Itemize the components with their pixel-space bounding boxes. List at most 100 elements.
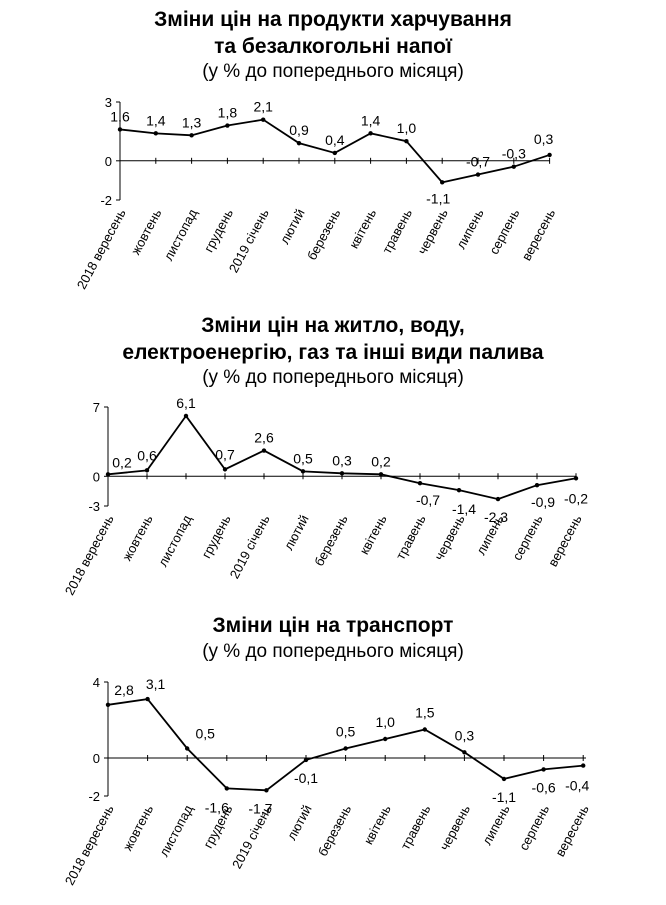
x-category-label: жовтень bbox=[120, 802, 157, 853]
chart1-title-line2: та безалкогольні напої bbox=[214, 35, 452, 58]
data-point bbox=[368, 131, 373, 136]
x-category-label: лютий bbox=[277, 206, 308, 246]
x-category-label: 2019 січень bbox=[227, 512, 273, 581]
chart2-subtitle: (у % до попереднього місяця) bbox=[202, 367, 464, 388]
data-point bbox=[541, 767, 546, 772]
data-point bbox=[383, 736, 388, 742]
data-point bbox=[105, 472, 111, 477]
data-point bbox=[264, 788, 269, 793]
data-label: 1,6 bbox=[110, 108, 130, 124]
data-label: -0,9 bbox=[531, 494, 555, 510]
x-category-label: червень bbox=[415, 206, 451, 257]
x-category-label: червень bbox=[431, 512, 467, 563]
data-label: 3,1 bbox=[146, 676, 166, 692]
x-category-label: серпень bbox=[509, 512, 545, 563]
data-label: 0,3 bbox=[332, 452, 352, 468]
data-label: 2,8 bbox=[114, 682, 134, 698]
y-tick-label: 7 bbox=[93, 400, 100, 415]
data-point bbox=[534, 483, 540, 488]
x-category-label: лютий bbox=[281, 512, 312, 552]
data-label: -0,4 bbox=[565, 778, 589, 794]
data-point bbox=[511, 164, 516, 169]
x-category-label: липень bbox=[453, 206, 487, 251]
data-point bbox=[339, 471, 345, 476]
series-line bbox=[107, 698, 584, 792]
y-tick-label: 0 bbox=[93, 469, 100, 484]
data-label: -0,6 bbox=[532, 779, 556, 795]
x-category-label: травень bbox=[398, 802, 434, 852]
data-label: 1,0 bbox=[397, 120, 417, 136]
y-tick-label: 3 bbox=[105, 95, 112, 110]
data-point bbox=[303, 757, 309, 763]
x-category-label: листопад bbox=[161, 206, 201, 263]
x-category-label: травень bbox=[393, 512, 429, 562]
x-category-label: вересень bbox=[552, 802, 592, 859]
x-category-label: липень bbox=[473, 512, 507, 557]
data-point bbox=[343, 746, 348, 751]
chart2-title-line2: електроенергію, газ та інші види палива bbox=[122, 341, 544, 364]
data-label: 0,5 bbox=[293, 450, 313, 466]
data-label: -0,7 bbox=[466, 154, 490, 170]
x-category-label: грудень bbox=[201, 206, 236, 254]
chart1: -2 0 31,6 1,4 1,3 1,8 2,1 0,9 0,4 1,4 1,0 -1,1 -0,7-… bbox=[74, 95, 559, 292]
data-point bbox=[144, 468, 150, 473]
data-label: 0,5 bbox=[336, 724, 356, 740]
y-tick-label: 4 bbox=[93, 675, 100, 690]
data-point bbox=[224, 786, 229, 791]
data-label: 0,5 bbox=[195, 726, 215, 742]
x-category-label: травень bbox=[379, 206, 415, 256]
data-label: 1,4 bbox=[146, 112, 166, 128]
x-category-label: серпень bbox=[486, 206, 522, 257]
data-point bbox=[440, 180, 445, 185]
data-label: 2,1 bbox=[253, 99, 273, 115]
data-label: -0,7 bbox=[416, 492, 440, 508]
y-tick-label: 0 bbox=[93, 751, 100, 766]
x-category-label: червень bbox=[437, 802, 473, 853]
data-point bbox=[573, 476, 579, 481]
chart3-title-line1: Зміни цін на транспорт bbox=[212, 614, 454, 637]
x-category-label: жовтень bbox=[128, 206, 165, 257]
data-label: 1,3 bbox=[182, 114, 202, 130]
y-tick-label: -2 bbox=[100, 193, 112, 208]
data-point bbox=[332, 150, 337, 156]
x-category-label: лютий bbox=[284, 802, 315, 842]
chart1-subtitle: (у % до попереднього місяця) bbox=[202, 61, 464, 82]
data-point bbox=[456, 487, 462, 493]
chart1-title-line1: Зміни цін на продукти харчування bbox=[154, 8, 512, 31]
data-point bbox=[422, 727, 427, 732]
data-label: 0,2 bbox=[112, 454, 132, 470]
x-category-label: 2018 вересень bbox=[62, 512, 117, 598]
data-point bbox=[404, 139, 409, 144]
x-category-label: березень bbox=[311, 512, 351, 568]
data-label: -1,7 bbox=[248, 800, 272, 816]
data-label: -0,3 bbox=[502, 146, 526, 162]
chart2-title-line1: Зміни цін на житло, воду, bbox=[201, 314, 465, 337]
data-label: 1,8 bbox=[218, 105, 238, 121]
data-point bbox=[145, 696, 150, 702]
data-label: 0,4 bbox=[325, 132, 345, 148]
x-category-label: 2018 вересень bbox=[62, 802, 117, 888]
data-point bbox=[475, 172, 481, 177]
data-point bbox=[189, 133, 194, 138]
data-point bbox=[261, 448, 267, 453]
data-point bbox=[495, 496, 501, 502]
data-point bbox=[183, 413, 189, 419]
data-label: -0,2 bbox=[564, 490, 588, 506]
data-point bbox=[153, 131, 158, 136]
x-category-label: листопад bbox=[156, 802, 196, 859]
data-label: 1,0 bbox=[375, 714, 395, 730]
x-category-label: серпень bbox=[516, 802, 552, 853]
x-category-label: квітень bbox=[361, 802, 394, 847]
x-category-label: березень bbox=[304, 206, 344, 262]
data-label: -1,4 bbox=[452, 501, 476, 517]
data-label: -2,3 bbox=[484, 509, 508, 525]
x-category-label: квітень bbox=[346, 206, 379, 251]
x-category-label: 2018 вересень bbox=[74, 206, 129, 292]
data-label: -1,1 bbox=[492, 789, 516, 805]
data-point bbox=[225, 123, 230, 128]
data-point bbox=[296, 140, 302, 146]
data-label: 1,4 bbox=[361, 112, 381, 128]
x-category-label: листопад bbox=[155, 512, 195, 569]
data-label: 6,1 bbox=[176, 395, 196, 411]
